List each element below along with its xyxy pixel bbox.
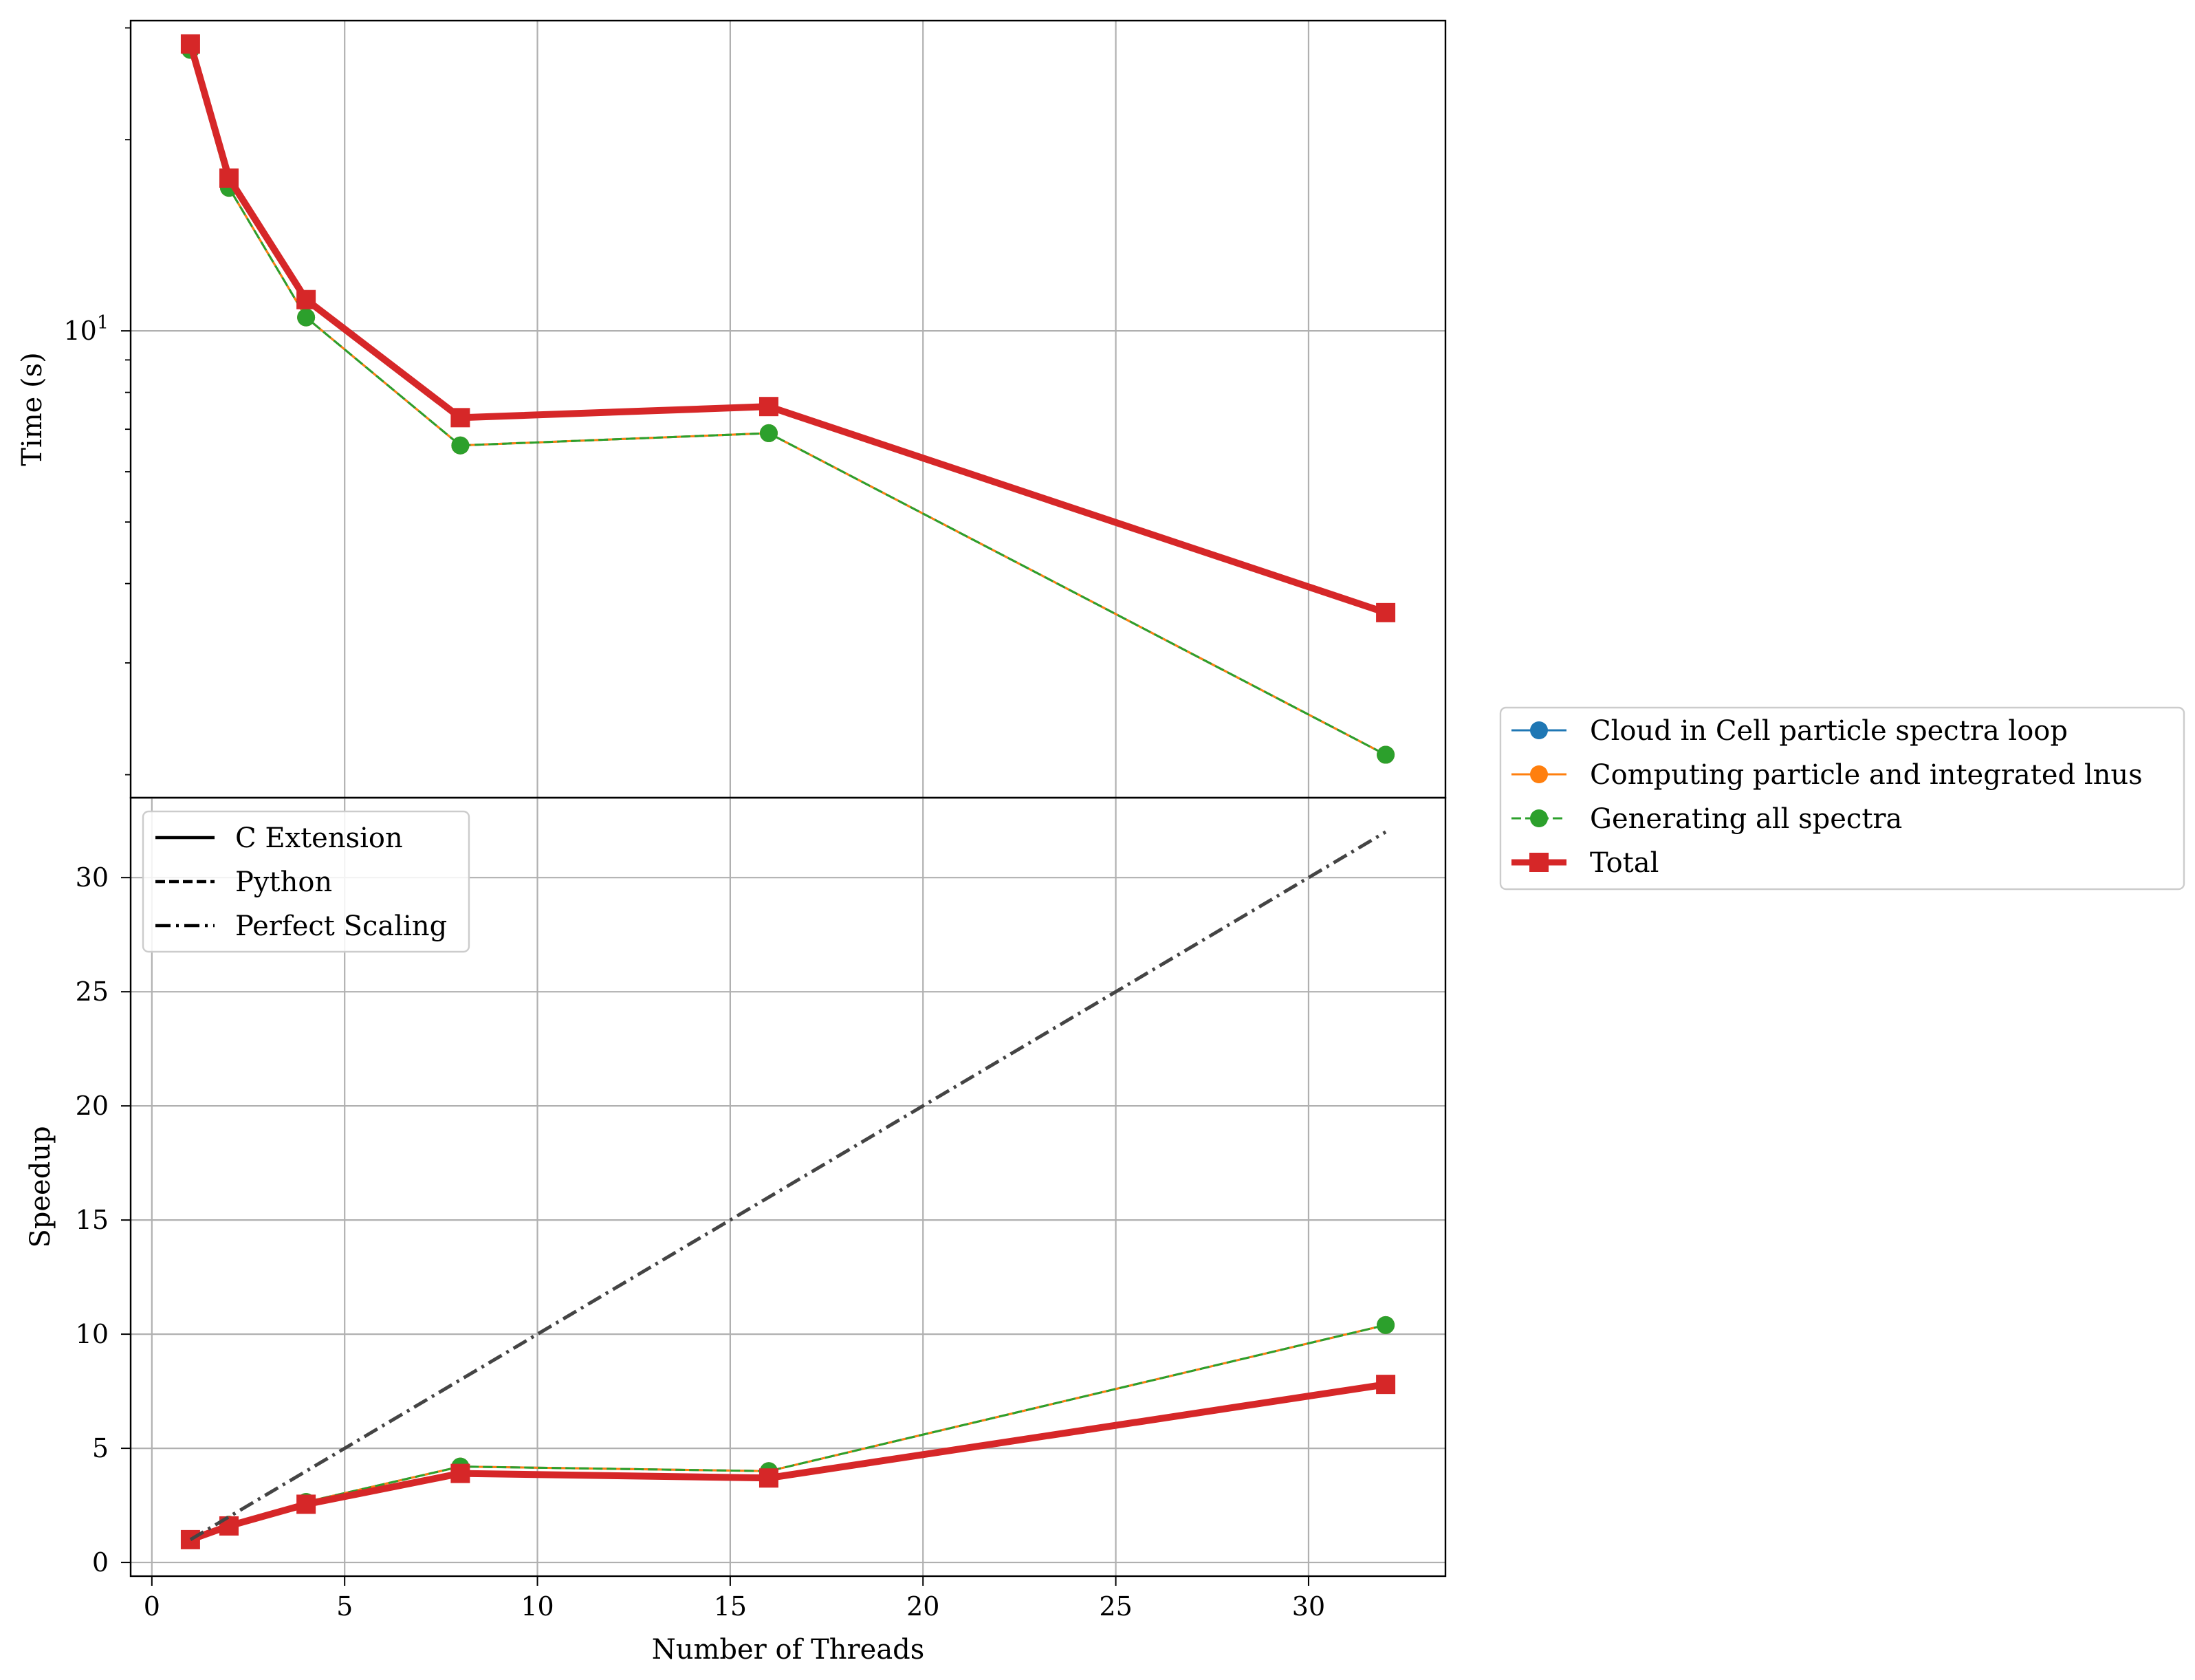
- linestyle-legend-label: C Extension: [235, 822, 403, 854]
- series-legend-label: Generating all spectra: [1590, 803, 1902, 835]
- series-legend-label: Computing particle and integrated lnus: [1590, 759, 2143, 791]
- top-series-line-1: [189, 50, 1386, 756]
- top-series-line-0: [189, 50, 1386, 756]
- bottom-data-point: [1376, 1375, 1396, 1395]
- time-panel: 101 Time (s): [17, 19, 1447, 799]
- top-y-tick-label: 101: [63, 312, 109, 346]
- bottom-data-point: [1377, 1316, 1395, 1334]
- y-tick-label: 25: [76, 977, 109, 1007]
- x-tick-label: 15: [714, 1591, 747, 1622]
- x-tick-label: 5: [336, 1591, 353, 1622]
- series-legend-marker: [1530, 765, 1548, 783]
- series-legend-frame: [1499, 706, 2185, 891]
- bottom-data-point: [450, 1463, 470, 1483]
- linestyle-legend-label: Perfect Scaling: [235, 910, 447, 942]
- x-tick-label: 30: [1292, 1591, 1325, 1622]
- series-legend-marker: [1530, 721, 1548, 739]
- series-legend-marker: [1530, 809, 1548, 827]
- linestyle-legend-frame: [142, 810, 470, 953]
- top-data-point: [180, 34, 200, 54]
- top-series-line-2: [189, 50, 1386, 756]
- y-tick-label: 15: [76, 1205, 109, 1235]
- bottom-series-line-3: [189, 1381, 1386, 1543]
- top-data-point: [451, 436, 470, 455]
- top-data-point: [450, 408, 470, 428]
- top-y-tick-base: 10: [63, 316, 96, 346]
- top-y-tick-exponent: 1: [97, 312, 109, 334]
- top-data-point: [759, 424, 778, 442]
- bottom-series-layer: [180, 830, 1396, 1549]
- y-tick-label: 0: [92, 1547, 109, 1578]
- x-tick-label: 0: [144, 1591, 160, 1622]
- bottom-data-point: [296, 1494, 316, 1514]
- x-tick-label: 20: [906, 1591, 939, 1622]
- top-series-line-3: [187, 43, 1387, 616]
- top-plot-frame: [129, 19, 1447, 799]
- top-data-point: [219, 168, 239, 188]
- bottom-plot-frame: [129, 796, 1447, 1578]
- y-tick-label: 10: [76, 1319, 109, 1349]
- linestyle-legend-label: Python: [235, 866, 332, 898]
- y-tick-label: 5: [92, 1433, 109, 1463]
- series-legend: Cloud in Cell particle spectra loop Compu…: [1499, 706, 2185, 891]
- top-data-point: [1377, 745, 1395, 764]
- x-axis-title: Number of Threads: [652, 1634, 925, 1666]
- x-tick-label: 10: [521, 1591, 554, 1622]
- top-data-point: [1376, 602, 1396, 622]
- top-series-layer: [180, 34, 1396, 764]
- top-data-point: [758, 397, 778, 417]
- y-tick-label: 20: [76, 1091, 109, 1121]
- top-data-point: [296, 290, 316, 309]
- bottom-y-axis-title: Speedup: [25, 1126, 56, 1247]
- top-y-axis-title: Time (s): [17, 352, 48, 466]
- y-tick-label: 30: [76, 862, 109, 893]
- series-legend-marker: [1529, 853, 1549, 872]
- x-tick-label: 25: [1099, 1591, 1132, 1622]
- bottom-data-point: [758, 1468, 778, 1488]
- bottom-series-line-4: [189, 830, 1387, 1542]
- series-legend-label: Total: [1590, 847, 1659, 879]
- linestyle-legend: C Extension Python Perfect Scaling: [142, 810, 470, 953]
- speedup-panel: 0 5 10 15 20 25 30 0 5 10 15 20 25 30 Speedup Number of…: [25, 796, 1447, 1666]
- series-legend-label: Cloud in Cell particle spectra loop: [1590, 715, 2068, 747]
- top-data-point: [297, 308, 316, 327]
